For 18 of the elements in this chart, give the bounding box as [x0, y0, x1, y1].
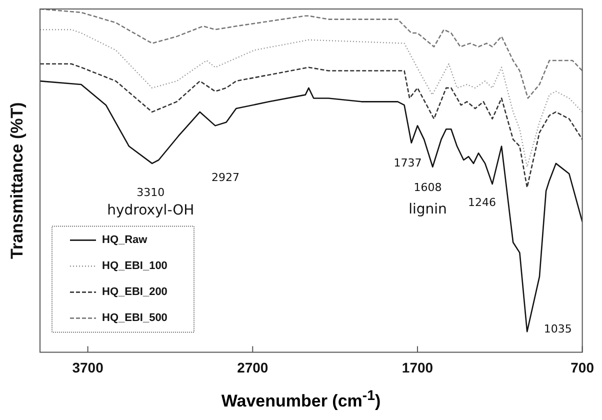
annotation: 1035: [544, 322, 572, 336]
legend-label: HQ_EBI_100: [102, 260, 168, 272]
annotation: hydroxyl-OH: [107, 202, 194, 218]
x-tick-label: 700: [570, 359, 594, 376]
x-tick-label: 1700: [402, 359, 434, 376]
legend-label: HQ_EBI_200: [102, 286, 168, 298]
annotation: 3310: [136, 186, 165, 199]
annotation: 1246: [468, 196, 496, 209]
annotation: 1608: [414, 181, 442, 194]
annotation: 1737: [394, 156, 422, 170]
x-tick-label: 2700: [237, 359, 268, 376]
x-axis-title: Wavenumber (cm$^{-1}$): [220, 388, 382, 412]
annotation: lignin: [408, 201, 447, 218]
legend-label: HQ_EBI_500: [102, 312, 168, 324]
annotation: 2927: [211, 171, 240, 184]
y-axis-title: Transmittance (%T): [8, 102, 27, 260]
legend-label: HQ_Raw: [102, 234, 148, 246]
x-tick-label: 3700: [72, 359, 104, 376]
